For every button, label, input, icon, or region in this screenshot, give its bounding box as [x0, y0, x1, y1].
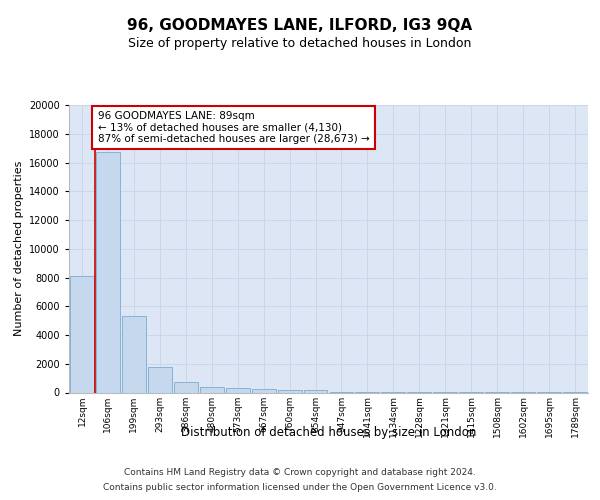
Bar: [96, 152, 120, 392]
Bar: [122, 316, 146, 392]
Bar: [251, 390, 275, 392]
Bar: [174, 382, 198, 392]
Y-axis label: Number of detached properties: Number of detached properties: [14, 161, 23, 336]
Bar: [70, 276, 94, 392]
Bar: [278, 390, 302, 392]
Bar: [200, 387, 224, 392]
Bar: [304, 390, 328, 392]
Text: 96, GOODMAYES LANE, ILFORD, IG3 9QA: 96, GOODMAYES LANE, ILFORD, IG3 9QA: [127, 18, 473, 32]
Bar: [148, 368, 172, 392]
Text: Distribution of detached houses by size in London: Distribution of detached houses by size …: [181, 426, 476, 439]
Text: Contains HM Land Registry data © Crown copyright and database right 2024.: Contains HM Land Registry data © Crown c…: [124, 468, 476, 477]
Text: Size of property relative to detached houses in London: Size of property relative to detached ho…: [128, 38, 472, 51]
Text: 96 GOODMAYES LANE: 89sqm
← 13% of detached houses are smaller (4,130)
87% of sem: 96 GOODMAYES LANE: 89sqm ← 13% of detach…: [98, 111, 369, 144]
Text: Contains public sector information licensed under the Open Government Licence v3: Contains public sector information licen…: [103, 483, 497, 492]
Bar: [226, 388, 250, 392]
